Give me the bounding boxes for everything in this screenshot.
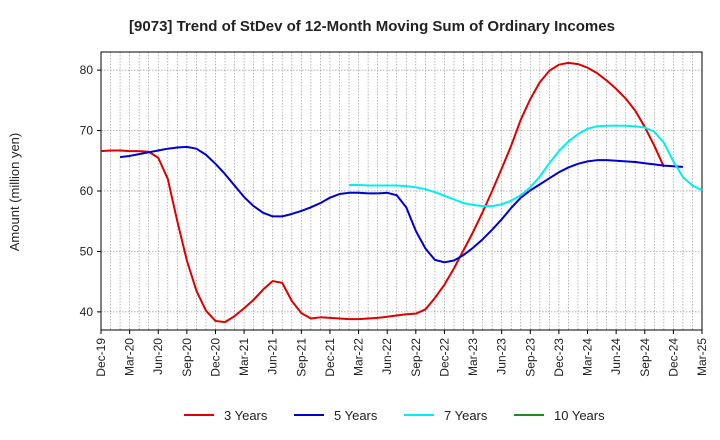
- x-tick-label: Dec-20: [208, 338, 222, 377]
- x-tick-label: Sep-20: [180, 338, 194, 377]
- x-tick-label: Dec-22: [437, 338, 451, 377]
- grid: [101, 52, 702, 330]
- x-tick-label: Dec-19: [94, 338, 108, 377]
- x-tick-label: Jun-21: [266, 338, 280, 375]
- x-tick-label: Jun-20: [151, 338, 165, 375]
- x-tick-label: Dec-23: [552, 338, 566, 377]
- x-tick-label: Sep-21: [294, 338, 308, 377]
- y-tick-label: 80: [80, 63, 94, 77]
- x-tick-label: Sep-24: [638, 338, 652, 377]
- y-tick-label: 50: [80, 244, 94, 258]
- x-tick-label: Mar-20: [123, 338, 137, 376]
- x-tick-label: Sep-22: [409, 338, 423, 377]
- y-ticks: 40 50 60 70 80: [80, 63, 101, 319]
- series-line-7-years: [349, 124, 703, 208]
- y-tick-label: 40: [80, 305, 94, 319]
- legend-label-3-years: 3 Years: [224, 408, 268, 423]
- legend-label-7-years: 7 Years: [444, 408, 488, 423]
- legend-label-5-years: 5 Years: [334, 408, 378, 423]
- x-ticks: Dec-19 Mar-20 Jun-20 Sep-20 Dec-20 Mar-21 Jun-…: [94, 330, 709, 377]
- y-tick-label: 70: [80, 124, 94, 138]
- legend: 3 Years 5 Years 7 Years 10 Years: [184, 408, 605, 423]
- x-tick-label: Mar-21: [237, 338, 251, 376]
- x-tick-label: Mar-22: [352, 338, 366, 376]
- chart-title: [9073] Trend of StDev of 12-Month Moving…: [129, 18, 615, 35]
- series-line-3-years: [100, 61, 665, 324]
- series-line-5-years: [119, 145, 683, 264]
- x-tick-label: Jun-23: [495, 338, 509, 375]
- x-tick-label: Mar-24: [581, 338, 595, 376]
- x-tick-label: Sep-23: [523, 338, 537, 377]
- x-tick-label: Mar-23: [466, 338, 480, 376]
- y-axis-label: Amount (million yen): [7, 133, 22, 252]
- x-tick-label: Dec-24: [666, 338, 680, 377]
- series-layer: [100, 61, 703, 324]
- x-tick-label: Jun-24: [609, 338, 623, 375]
- x-tick-label: Dec-21: [323, 338, 337, 377]
- legend-label-10-years: 10 Years: [554, 408, 605, 423]
- y-tick-label: 60: [80, 184, 94, 198]
- x-tick-label: Jun-22: [380, 338, 394, 375]
- x-tick-label: Mar-25: [695, 338, 709, 376]
